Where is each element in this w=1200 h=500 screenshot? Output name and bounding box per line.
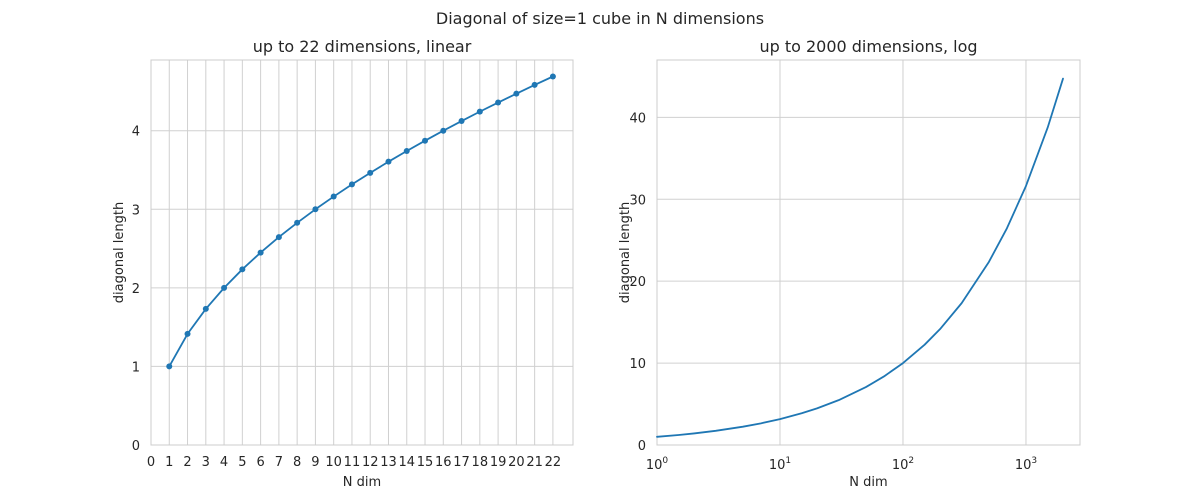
x-tick-label: 22 xyxy=(545,455,562,470)
y-tick-label: 20 xyxy=(629,275,646,290)
x-tick-label-exponent: 1 xyxy=(785,456,791,466)
data-point xyxy=(513,90,520,97)
x-tick-label-base: 10 xyxy=(646,458,663,473)
x-axis-label: N dim xyxy=(343,475,381,490)
x-tick-label: 102 xyxy=(892,456,914,473)
y-tick-label: 30 xyxy=(629,193,646,208)
x-tick-label: 11 xyxy=(344,455,361,470)
x-tick-label: 2 xyxy=(183,455,191,470)
data-point xyxy=(422,137,429,144)
data-point xyxy=(440,127,447,134)
plot-frame xyxy=(150,59,574,446)
data-point xyxy=(458,118,465,125)
y-tick-label: 0 xyxy=(638,439,646,454)
data-point xyxy=(294,219,301,226)
x-tick-label: 21 xyxy=(526,455,543,470)
y-axis-label: diagonal length xyxy=(112,202,127,303)
data-point xyxy=(184,330,191,337)
chart-title: up to 22 dimensions, linear xyxy=(253,37,472,56)
x-tick-label-exponent: 0 xyxy=(662,456,668,466)
data-point xyxy=(531,81,538,88)
x-tick-label: 1 xyxy=(165,455,173,470)
x-tick-label: 100 xyxy=(646,456,669,473)
x-tick-label-base: 10 xyxy=(892,458,909,473)
data-point xyxy=(330,193,337,200)
y-tick-label: 4 xyxy=(132,125,140,140)
x-tick-label: 17 xyxy=(453,455,470,470)
x-tick-label: 16 xyxy=(435,455,452,470)
y-tick-label: 2 xyxy=(132,282,140,297)
data-point xyxy=(385,158,392,165)
data-point xyxy=(312,206,319,213)
x-tick-label: 19 xyxy=(490,455,507,470)
data-point xyxy=(202,305,209,312)
y-tick-label: 3 xyxy=(132,203,140,218)
series-line xyxy=(656,77,1064,438)
y-tick-label: 0 xyxy=(132,439,140,454)
chart-panel-linear: 0 1 2 3 4 5 6 7 8 9 10 11 12 13 14 15 16 17 18 19 20 21 220123… xyxy=(112,37,574,490)
x-tick-label: 8 xyxy=(293,455,301,470)
data-point xyxy=(549,73,556,80)
data-point xyxy=(239,266,246,273)
data-point xyxy=(348,181,355,188)
x-tick-label: 7 xyxy=(275,455,283,470)
x-tick-label: 6 xyxy=(256,455,264,470)
data-point xyxy=(166,363,173,370)
x-tick-label: 103 xyxy=(1015,456,1037,473)
y-tick-label: 1 xyxy=(132,360,140,375)
x-tick-label: 20 xyxy=(508,455,525,470)
x-tick-label: 9 xyxy=(311,455,319,470)
data-point xyxy=(495,99,502,106)
y-tick-label: 10 xyxy=(629,357,646,372)
data-point xyxy=(367,169,374,176)
data-point xyxy=(476,108,483,115)
y-axis-label: diagonal length xyxy=(618,202,633,303)
data-point xyxy=(403,147,410,154)
y-tick-label: 40 xyxy=(629,111,646,126)
x-tick-label: 14 xyxy=(398,455,415,470)
data-point xyxy=(257,249,264,256)
chart-title: up to 2000 dimensions, log xyxy=(759,37,977,56)
figure-suptitle: Diagonal of size=1 cube in N dimensions xyxy=(436,9,764,28)
x-tick-label: 0 xyxy=(147,455,155,470)
x-tick-label: 15 xyxy=(417,455,434,470)
x-tick-label: 4 xyxy=(220,455,228,470)
x-tick-label: 5 xyxy=(238,455,246,470)
x-tick-label-base: 10 xyxy=(1015,458,1032,473)
plot-frame xyxy=(656,59,1081,446)
x-tick-label: 18 xyxy=(472,455,489,470)
x-tick-label-exponent: 3 xyxy=(1031,456,1037,466)
x-tick-label: 13 xyxy=(380,455,397,470)
data-point xyxy=(221,284,228,291)
data-point xyxy=(275,234,282,241)
series-line xyxy=(168,75,554,368)
x-tick-label-exponent: 2 xyxy=(908,456,914,466)
x-tick-label: 10 xyxy=(325,455,342,470)
x-tick-label: 12 xyxy=(362,455,379,470)
x-tick-label: 101 xyxy=(769,456,791,473)
x-tick-label-base: 10 xyxy=(769,458,786,473)
x-tick-label: 3 xyxy=(202,455,210,470)
x-axis-label: N dim xyxy=(849,475,887,490)
